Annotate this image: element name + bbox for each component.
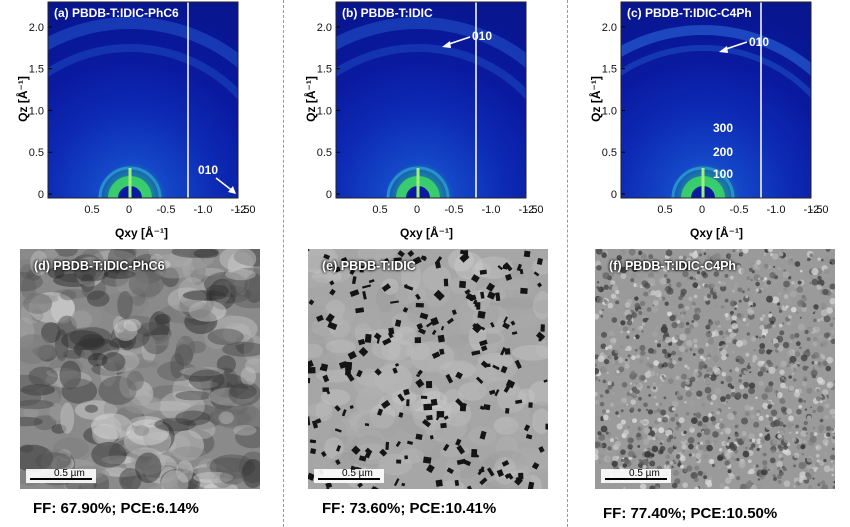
peak-label-010: 010 (749, 35, 769, 49)
y-tick-label: 2.0 (29, 22, 44, 34)
y-tick-label: 0 (611, 189, 617, 201)
giwaxs-panel-2: 2.0 1.5 1.0 0.5 0 0.5 0 -0.5 -1.0 -1.5-2.0 (b) PBD… (317, 1, 544, 216)
x-tick-label: -2.0 (525, 204, 544, 216)
afm-image-1: (d) PBDB-T:IDIC-PhC6 0.5 µm (20, 249, 260, 489)
y-tick-label: 1.5 (317, 64, 332, 76)
afm-image-3: (f) PBDB-T:IDIC-C4Ph 0.5 µm (595, 249, 835, 489)
x-tick-label: -2.0 (237, 204, 256, 216)
peak-label-200: 200 (713, 145, 733, 159)
peak-label-300: 300 (713, 121, 733, 135)
x-tick-label: 0.5 (84, 204, 99, 216)
afm-panel-title: (f) PBDB-T:IDIC-C4Ph (609, 259, 737, 273)
x-axis-label: Qxy [Å⁻¹] (400, 226, 454, 240)
x-tick-label: -1.5 (519, 204, 538, 216)
afm-image-2: (e) PBDB-T:IDIC 0.5 µm (308, 249, 548, 489)
scale-bar-line (605, 478, 667, 480)
y-tick-label: 1.5 (29, 64, 44, 76)
peak-label-100: 100 (713, 167, 733, 181)
performance-caption: FF: 67.90%; PCE:6.14% (33, 500, 199, 517)
x-tick-label: 0 (699, 204, 705, 216)
scale-bar-line (30, 478, 92, 480)
scale-bar: 0.5 µm (314, 468, 384, 483)
x-tick-label: 0.5 (657, 204, 672, 216)
x-tick-label: -1.5 (804, 204, 823, 216)
separator-2 (567, 0, 568, 527)
scale-bar-line (318, 478, 380, 480)
x-tick-label: -0.5 (157, 204, 176, 216)
y-tick-label: 0 (38, 189, 44, 201)
giwaxs-panel-1: 2.0 1.5 1.0 0.5 0 0.5 0 -0.5 -1.0 -1.5-2.0 (a) PBD… (29, 1, 256, 216)
scale-bar: 0.5 µm (601, 468, 671, 483)
x-tick-label: 0.5 (372, 204, 387, 216)
separator-1 (283, 0, 284, 527)
x-tick-label: -1.0 (194, 204, 213, 216)
giwaxs-panel-3: 2.0 1.5 1.0 0.5 0 0.5 0 -0.5 -1.0 -1.5-2.0 (c) PBD… (602, 1, 829, 216)
y-tick-label: 0.5 (29, 147, 44, 159)
y-tick-label: 0.5 (602, 147, 617, 159)
x-axis-label: Qxy [Å⁻¹] (115, 226, 169, 240)
giwaxs-panel-title: (b) PBDB-T:IDIC (342, 6, 433, 20)
y-tick-label: 2.0 (317, 22, 332, 34)
y-tick-label: 1.0 (602, 105, 617, 117)
x-tick-label: -2.0 (810, 204, 829, 216)
x-tick-label: -0.5 (730, 204, 749, 216)
x-tick-label: -1.5 (231, 204, 250, 216)
y-tick-label: 0 (326, 189, 332, 201)
x-tick-label: 0 (126, 204, 132, 216)
x-tick-label: -0.5 (445, 204, 464, 216)
x-tick-label: 0 (414, 204, 420, 216)
giwaxs-panel-title: (c) PBDB-T:IDIC-C4Ph (627, 6, 752, 20)
scale-bar-label: 0.5 µm (54, 468, 85, 479)
scale-bar-label: 0.5 µm (629, 468, 660, 479)
x-axis-label: Qxy [Å⁻¹] (690, 226, 744, 240)
peak-label-010: 010 (198, 163, 218, 177)
y-tick-label: 1.0 (29, 105, 44, 117)
y-tick-label: 0.5 (317, 147, 332, 159)
scale-bar-label: 0.5 µm (342, 468, 373, 479)
afm-panel-title: (d) PBDB-T:IDIC-PhC6 (34, 259, 165, 273)
performance-caption: FF: 77.40%; PCE:10.50% (603, 505, 778, 522)
peak-label-010: 010 (472, 29, 492, 43)
performance-caption: FF: 73.60%; PCE:10.41% (322, 500, 497, 517)
x-tick-label: -1.0 (767, 204, 786, 216)
y-tick-label: 1.0 (317, 105, 332, 117)
x-tick-label: -1.0 (482, 204, 501, 216)
afm-panel-title: (e) PBDB-T:IDIC (322, 259, 416, 273)
y-tick-label: 2.0 (602, 22, 617, 34)
giwaxs-panel-title: (a) PBDB-T:IDIC-PhC6 (54, 6, 179, 20)
y-tick-label: 1.5 (602, 64, 617, 76)
scale-bar: 0.5 µm (26, 468, 96, 483)
